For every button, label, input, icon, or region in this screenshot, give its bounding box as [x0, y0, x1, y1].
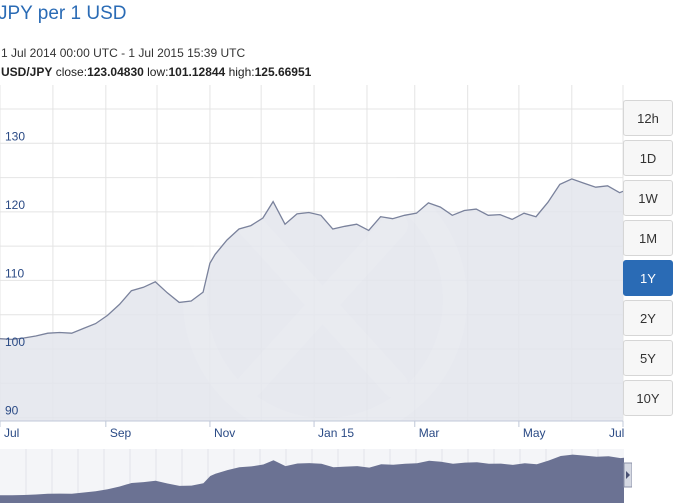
range-button-10y[interactable]: 10Y: [623, 380, 673, 416]
xe-logo-icon: [183, 158, 467, 441]
range-button-5y[interactable]: 5Y: [623, 340, 673, 376]
high-label: high:: [228, 65, 255, 79]
range-button-2y[interactable]: 2Y: [623, 300, 673, 336]
y-tick-label: 130: [5, 129, 25, 143]
series-line: [0, 178, 624, 341]
chart-title: JPY per 1 USD: [0, 3, 127, 24]
range-button-1w[interactable]: 1W: [623, 180, 673, 216]
high-value: 125.66951: [254, 65, 312, 79]
currency-pair: USD/JPY: [1, 65, 53, 79]
navigator-area: [0, 454, 624, 503]
date-range-text: 1 Jul 2014 00:00 UTC - 1 Jul 2015 15:39 …: [1, 46, 246, 60]
series-area: [0, 178, 623, 421]
close-value: 123.04830: [87, 65, 144, 79]
range-button-group: 12h 1D 1W 1M 1Y 2Y 5Y 10Y: [623, 100, 673, 420]
y-tick-label: 90: [5, 404, 19, 418]
x-tick-label: Jul: [609, 426, 624, 440]
x-tick-label: Jan 15: [318, 426, 354, 440]
x-tick-label: Mar: [419, 426, 440, 440]
navigator-chart[interactable]: [0, 449, 632, 503]
range-button-12h[interactable]: 12h: [623, 100, 673, 136]
range-button-1m[interactable]: 1M: [623, 220, 673, 256]
y-tick-label: 120: [5, 198, 25, 212]
x-tick-label: Nov: [214, 426, 235, 440]
y-tick-label: 100: [5, 335, 25, 349]
navigator-handle-arrow-icon: [626, 471, 630, 479]
price-stats: USD/JPY close:123.04830 low:101.12844 hi…: [1, 65, 311, 79]
low-label: low:: [147, 65, 169, 79]
main-chart[interactable]: Jul Sep Nov Jan 15 Mar May Jul 90 100 110 120 130: [0, 85, 624, 441]
low-value: 101.12844: [168, 65, 226, 79]
range-button-1d[interactable]: 1D: [623, 140, 673, 176]
close-label: close:: [55, 65, 88, 79]
x-tick-label: May: [523, 426, 546, 440]
x-tick-label: Sep: [110, 426, 132, 440]
x-tick-label: Jul: [4, 426, 19, 440]
range-button-1y[interactable]: 1Y: [623, 260, 673, 296]
y-tick-label: 110: [5, 266, 24, 280]
